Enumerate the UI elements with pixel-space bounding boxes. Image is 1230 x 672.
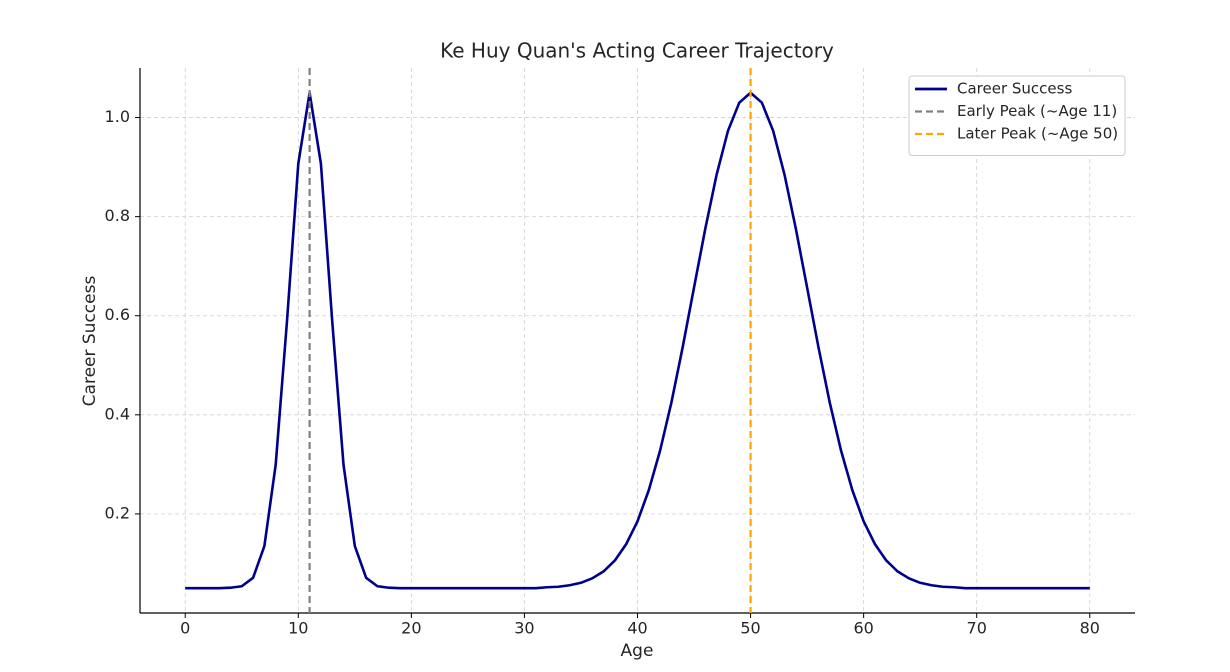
y-tick-label: 0.8: [105, 206, 130, 225]
y-tick-label: 0.2: [105, 503, 130, 522]
x-tick-label: 0: [180, 619, 190, 638]
x-axis-label: Age: [621, 641, 654, 661]
x-tick-label: 40: [627, 619, 647, 638]
x-tick-label: 50: [740, 619, 760, 638]
legend: Career Success Early Peak (~Age 11) Later …: [908, 75, 1126, 156]
x-tick-label: 70: [967, 619, 987, 638]
y-tick-label: 0.4: [105, 404, 130, 423]
x-tick-label: 20: [401, 619, 421, 638]
x-tick-label: 10: [288, 619, 308, 638]
y-tick-label: 0.6: [105, 305, 130, 324]
legend-label: Early Peak (~Age 11): [957, 102, 1117, 120]
chart-title: Ke Huy Quan's Acting Career Trajectory: [440, 39, 834, 63]
legend-label: Career Success: [957, 80, 1072, 98]
x-tick-label: 30: [514, 619, 534, 638]
y-tick-label: 1.0: [105, 107, 130, 126]
y-axis-label: Career Success: [80, 276, 100, 407]
legend-label: Later Peak (~Age 50): [957, 125, 1118, 143]
legend-box: [908, 75, 1126, 156]
x-tick-label: 80: [1080, 619, 1100, 638]
x-tick-label: 60: [853, 619, 873, 638]
data-line: [185, 91, 1090, 590]
